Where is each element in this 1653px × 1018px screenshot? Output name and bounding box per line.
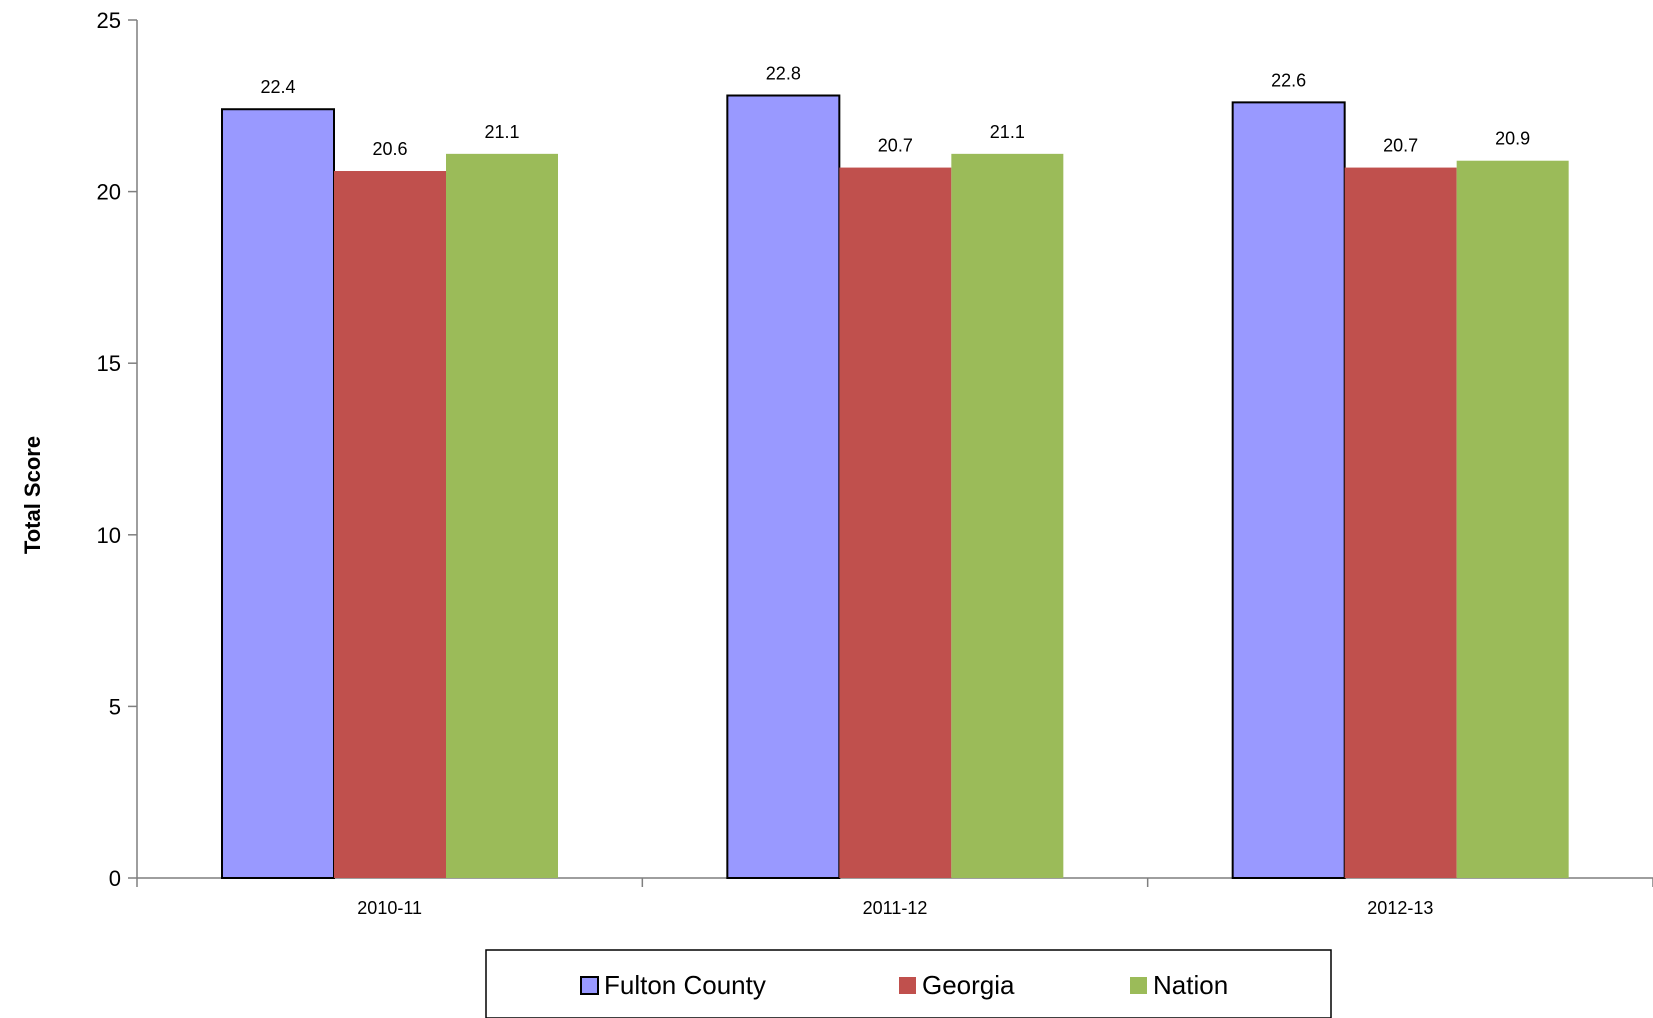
x-tick-label: 2011-12 (863, 898, 928, 918)
y-tick-label: 5 (109, 694, 121, 719)
legend-swatch (899, 977, 916, 994)
bar (1231, 101, 1346, 880)
y-tick-label: 20 (97, 180, 121, 205)
y-axis: 0 5 10 15 20 25 (97, 8, 138, 891)
legend-swatch (1130, 977, 1147, 994)
y-tick-label: 25 (97, 8, 121, 33)
y-tick-label: 10 (97, 523, 121, 548)
x-axis: 2010-11 2011-12 2012-13 (136, 877, 1653, 918)
bar (1456, 160, 1569, 878)
legend-label: Georgia (922, 970, 1015, 1000)
data-label: 22.8 (766, 64, 801, 84)
x-tick-label: 2012-13 (1367, 898, 1433, 918)
data-labels: 22.4 22.8 22.6 20.6 20.7 20.7 21.1 21.1 20.9 (260, 64, 1530, 160)
bar (446, 153, 558, 878)
legend-label: Nation (1153, 970, 1228, 1000)
bar (951, 153, 1064, 878)
legend: Fulton County Georgia Nation (485, 949, 1332, 1018)
data-label: 20.7 (878, 136, 913, 156)
x-tick-label: 2010-11 (357, 898, 422, 918)
legend-label: Fulton County (604, 970, 766, 1000)
data-label: 21.1 (990, 122, 1025, 142)
y-tick-label: 0 (109, 866, 121, 891)
bar (334, 171, 446, 878)
bar (221, 108, 335, 880)
data-label: 20.7 (1383, 136, 1418, 156)
data-label: 20.6 (372, 139, 407, 159)
y-axis-title: Total Score (20, 436, 45, 554)
data-label: 22.4 (260, 77, 295, 97)
bar (1344, 167, 1457, 879)
bar (726, 94, 841, 879)
data-label: 21.1 (484, 122, 519, 142)
y-tick-label: 15 (97, 351, 121, 376)
bars (221, 94, 1569, 880)
legend-swatch (580, 976, 599, 995)
data-label: 20.9 (1495, 129, 1530, 149)
data-label: 22.6 (1271, 70, 1306, 90)
bar (839, 167, 952, 879)
